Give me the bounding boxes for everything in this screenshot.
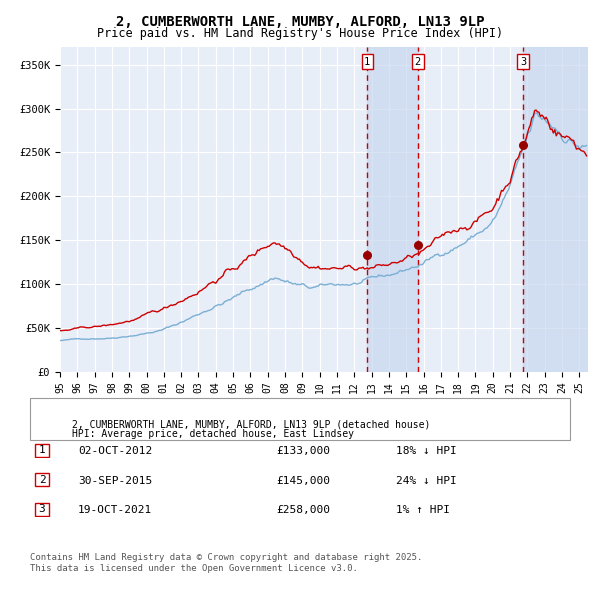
Bar bbox=[367, 47, 418, 372]
Text: 30-SEP-2015: 30-SEP-2015 bbox=[78, 476, 152, 486]
Text: 1: 1 bbox=[364, 57, 370, 67]
Text: 18% ↓ HPI: 18% ↓ HPI bbox=[396, 447, 457, 456]
Text: 2: 2 bbox=[415, 57, 421, 67]
Text: 3: 3 bbox=[38, 504, 46, 514]
Text: 1: 1 bbox=[38, 445, 46, 455]
Text: 02-OCT-2012: 02-OCT-2012 bbox=[78, 447, 152, 456]
Text: Price paid vs. HM Land Registry's House Price Index (HPI): Price paid vs. HM Land Registry's House … bbox=[97, 27, 503, 40]
Text: 24% ↓ HPI: 24% ↓ HPI bbox=[396, 476, 457, 486]
Text: £145,000: £145,000 bbox=[276, 476, 330, 486]
Bar bbox=[35, 473, 49, 486]
Bar bbox=[35, 503, 49, 516]
Text: Contains HM Land Registry data © Crown copyright and database right 2025.
This d: Contains HM Land Registry data © Crown c… bbox=[30, 553, 422, 573]
Text: 3: 3 bbox=[520, 57, 526, 67]
Text: 2, CUMBERWORTH LANE, MUMBY, ALFORD, LN13 9LP: 2, CUMBERWORTH LANE, MUMBY, ALFORD, LN13… bbox=[116, 15, 484, 29]
Text: 2: 2 bbox=[38, 475, 46, 484]
Point bbox=[362, 250, 372, 260]
Point bbox=[413, 240, 422, 249]
Text: 19-OCT-2021: 19-OCT-2021 bbox=[78, 506, 152, 515]
Text: £258,000: £258,000 bbox=[276, 506, 330, 515]
Text: £133,000: £133,000 bbox=[276, 447, 330, 456]
Text: 1% ↑ HPI: 1% ↑ HPI bbox=[396, 506, 450, 515]
Bar bbox=[523, 47, 588, 372]
Text: 2, CUMBERWORTH LANE, MUMBY, ALFORD, LN13 9LP (detached house): 2, CUMBERWORTH LANE, MUMBY, ALFORD, LN13… bbox=[72, 420, 430, 430]
Bar bbox=[35, 444, 49, 457]
Text: HPI: Average price, detached house, East Lindsey: HPI: Average price, detached house, East… bbox=[72, 429, 354, 438]
Point bbox=[518, 140, 528, 150]
